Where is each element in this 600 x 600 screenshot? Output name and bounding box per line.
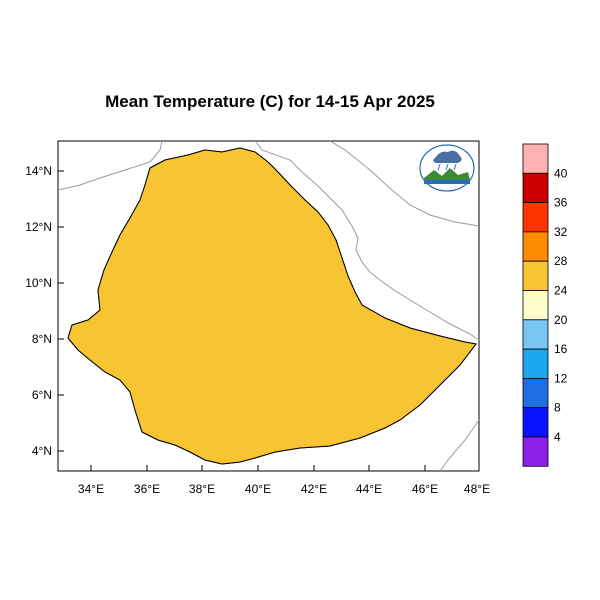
lat-label-6: 6°N bbox=[32, 388, 52, 402]
colorbar-swatch bbox=[522, 319, 549, 350]
colorbar-label: 4 bbox=[554, 430, 561, 444]
colorbar-swatch bbox=[522, 231, 549, 262]
colorbar-label: 8 bbox=[554, 401, 561, 415]
lon-label-46: 46°E bbox=[412, 482, 438, 496]
lon-label-48: 48°E bbox=[464, 482, 490, 496]
axis-ticks bbox=[58, 170, 480, 471]
lat-label-8: 8°N bbox=[32, 332, 52, 346]
colorbar-swatch bbox=[522, 143, 549, 174]
lon-label-40: 40°E bbox=[245, 482, 271, 496]
lon-label-36: 36°E bbox=[134, 482, 160, 496]
colorbar-label: 12 bbox=[554, 371, 568, 385]
lat-labels: 14°N 12°N 10°N 8°N 6°N 4°N bbox=[25, 164, 52, 458]
lon-labels: 34°E 36°E 38°E 40°E 42°E 44°E 46°E 48°E bbox=[78, 482, 490, 496]
colorbar-label: 24 bbox=[554, 284, 568, 298]
colorbar-label: 20 bbox=[554, 313, 568, 327]
map-title: Mean Temperature (C) for 14-15 Apr 2025 bbox=[105, 92, 435, 111]
colorbar-swatch bbox=[522, 260, 549, 291]
colorbar-label: 16 bbox=[554, 342, 568, 356]
lon-label-38: 38°E bbox=[189, 482, 215, 496]
colorbar-swatch bbox=[522, 436, 549, 467]
lon-label-34: 34°E bbox=[78, 482, 104, 496]
colorbar-label: 40 bbox=[554, 166, 568, 180]
lat-label-12: 12°N bbox=[25, 220, 52, 234]
colorbar-swatch bbox=[522, 172, 549, 204]
lon-label-42: 42°E bbox=[301, 482, 327, 496]
lat-label-10: 10°N bbox=[25, 276, 52, 290]
lon-label-44: 44°E bbox=[356, 482, 382, 496]
colorbar: 40 36 32 28 24 20 16 12 8 4 bbox=[522, 143, 568, 467]
colorbar-label: 32 bbox=[554, 225, 568, 239]
colorbar-swatch bbox=[522, 202, 549, 233]
colorbar-swatch bbox=[522, 407, 549, 438]
meteorology-institute-logo bbox=[419, 144, 475, 192]
colorbar-label: 36 bbox=[554, 196, 568, 210]
colorbar-swatch bbox=[522, 348, 549, 379]
lat-label-4: 4°N bbox=[32, 444, 52, 458]
colorbar-swatch bbox=[522, 290, 549, 321]
lat-label-14: 14°N bbox=[25, 164, 52, 178]
colorbar-swatch bbox=[522, 377, 549, 409]
neighbor-borders bbox=[57, 140, 480, 472]
colorbar-label: 28 bbox=[554, 254, 568, 268]
